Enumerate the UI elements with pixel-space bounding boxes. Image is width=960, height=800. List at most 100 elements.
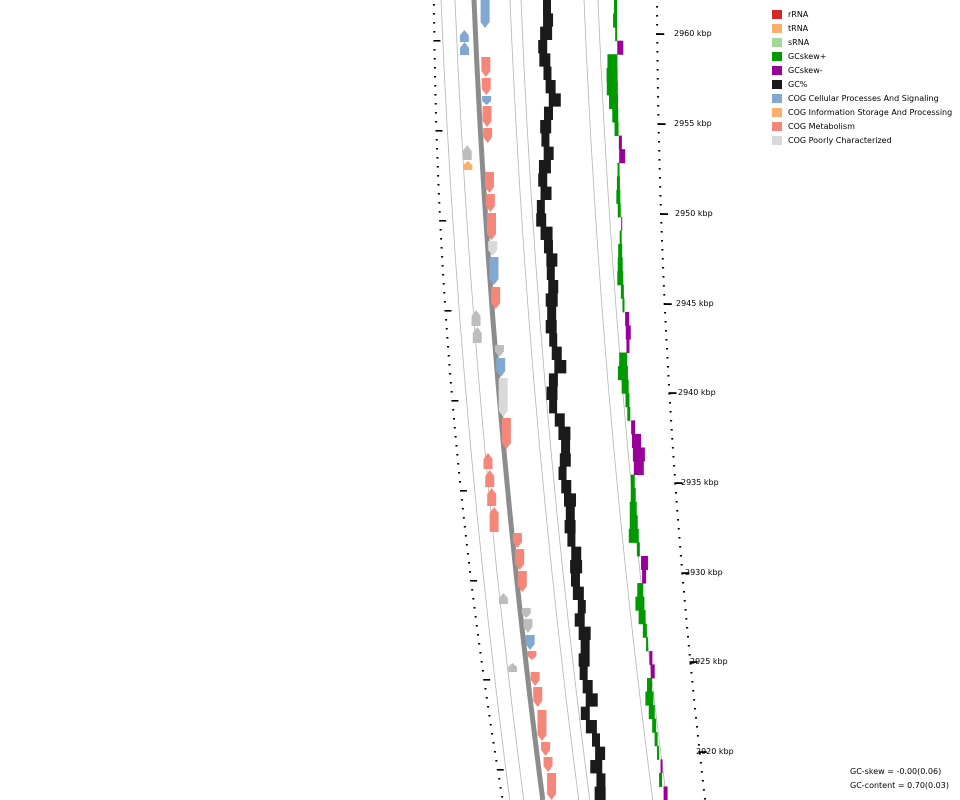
gene-arrow — [525, 635, 535, 650]
ruler-major-tick — [663, 303, 672, 305]
inner-tick — [466, 553, 469, 555]
legend-label-cog-metabolism: COG Metabolism — [788, 122, 855, 131]
ruler-minor-tick — [688, 654, 691, 656]
ruler-minor-tick — [694, 708, 697, 710]
inner-tick — [459, 490, 467, 492]
inner-tick — [496, 769, 504, 771]
inner-tick — [435, 130, 443, 132]
gc-skew-bar — [632, 433, 642, 448]
gc-skew-bar — [647, 677, 653, 693]
ruler-minor-tick — [677, 519, 680, 521]
ruler-major-tick — [674, 482, 683, 484]
ruler-minor-tick — [700, 771, 703, 773]
legend-swatch-srna — [772, 38, 782, 47]
gene-arrow — [482, 106, 492, 127]
inner-tick — [487, 706, 490, 708]
gene-features — [459, 0, 557, 800]
inner-tick — [471, 589, 474, 591]
gene-arrow — [462, 145, 472, 160]
gene-arrow — [485, 470, 495, 487]
gc-content-stat: GC-content = 0.70(0.03) — [850, 781, 949, 790]
gene-arrow — [483, 128, 493, 143]
inner-tick — [433, 22, 436, 24]
inner-tick — [433, 58, 436, 60]
inner-tick-marks — [433, 4, 504, 798]
ruler-label-2955: 2955 kbp — [674, 119, 712, 128]
ruler-minor-tick — [657, 114, 660, 116]
statistics: GC-skew = -0.00(0.06) GC-content = 0.70(… — [850, 767, 949, 790]
legend-swatch-gc-percent — [772, 80, 782, 89]
ruler-minor-tick — [684, 609, 687, 611]
gc-skew-bar — [617, 203, 621, 218]
inner-tick — [457, 463, 460, 465]
ruler-minor-tick — [669, 402, 672, 404]
ruler-label-2920: 2920 kbp — [696, 747, 734, 756]
inner-tick — [499, 787, 502, 789]
legend-label-srna: sRNA — [788, 38, 810, 47]
inner-tick — [462, 517, 465, 519]
gc-skew-bar — [626, 338, 630, 354]
gc-skew-bar — [621, 379, 629, 394]
ruler-minor-tick — [671, 438, 674, 440]
gc-skew-bar — [617, 366, 628, 381]
gc-skew-bar — [609, 94, 619, 109]
inner-tick — [435, 139, 438, 141]
gc-skew-bar — [657, 745, 660, 760]
ruler-label-2935: 2935 kbp — [681, 478, 719, 487]
gc-skew-bar — [659, 772, 663, 787]
inner-tick — [437, 184, 440, 186]
inner-tick — [439, 229, 442, 231]
inner-tick — [433, 40, 441, 42]
gc-skew-bar — [638, 610, 646, 625]
legend: rRNA tRNA sRNA GCskew+ GCskew- GC% COG C… — [772, 10, 952, 145]
legend-item: GCskew+ — [772, 52, 826, 61]
gc-skew-bar — [617, 40, 624, 55]
gc-skew-bar — [620, 284, 624, 299]
inner-tick — [451, 400, 459, 402]
ruler-minor-tick — [664, 312, 667, 314]
ruler-minor-tick — [665, 348, 668, 350]
inner-tick — [463, 526, 466, 528]
ruler-minor-tick — [690, 672, 693, 674]
inner-tick — [464, 535, 467, 537]
inner-tick — [447, 346, 450, 348]
gc-skew-bar — [619, 149, 626, 164]
inner-tick — [437, 175, 440, 177]
ruler-label-2945: 2945 kbp — [676, 299, 714, 308]
inner-tick — [433, 31, 436, 33]
inner-tick — [459, 481, 462, 483]
ruler-minor-tick — [656, 42, 659, 44]
inner-tick — [492, 742, 495, 744]
ruler-minor-tick — [666, 357, 669, 359]
gene-arrow — [501, 418, 511, 449]
inner-tick — [481, 670, 484, 672]
ruler-minor-tick — [683, 600, 686, 602]
ruler-minor-tick — [673, 474, 676, 476]
gene-arrow — [482, 96, 492, 105]
gc-skew-bar — [618, 135, 622, 150]
gc-skew-bar — [606, 81, 618, 96]
gene-arrow — [508, 663, 518, 672]
gene-arrow — [486, 213, 496, 240]
inner-tick — [433, 67, 436, 69]
gene-arrow — [460, 42, 470, 55]
ruler-minor-tick — [658, 168, 661, 170]
gene-arrow — [530, 672, 540, 686]
ruler-minor-tick — [664, 321, 667, 323]
ruler-minor-tick — [658, 150, 661, 152]
inner-tick — [498, 778, 501, 780]
inner-tick — [474, 616, 477, 618]
ruler-minor-tick — [667, 384, 670, 386]
inner-tick — [434, 76, 437, 78]
inner-tick — [441, 265, 444, 267]
gene-arrow — [459, 30, 469, 42]
inner-tick — [452, 418, 455, 420]
inner-tick — [433, 49, 436, 51]
ruler-major-tick — [656, 33, 665, 35]
ruler-minor-tick — [662, 267, 665, 269]
inner-tick — [434, 103, 437, 105]
ruler-minor-tick — [675, 501, 678, 503]
gc-skew-bar — [640, 555, 648, 570]
ruler-major-tick — [681, 572, 690, 574]
ruler-minor-tick — [679, 555, 682, 557]
